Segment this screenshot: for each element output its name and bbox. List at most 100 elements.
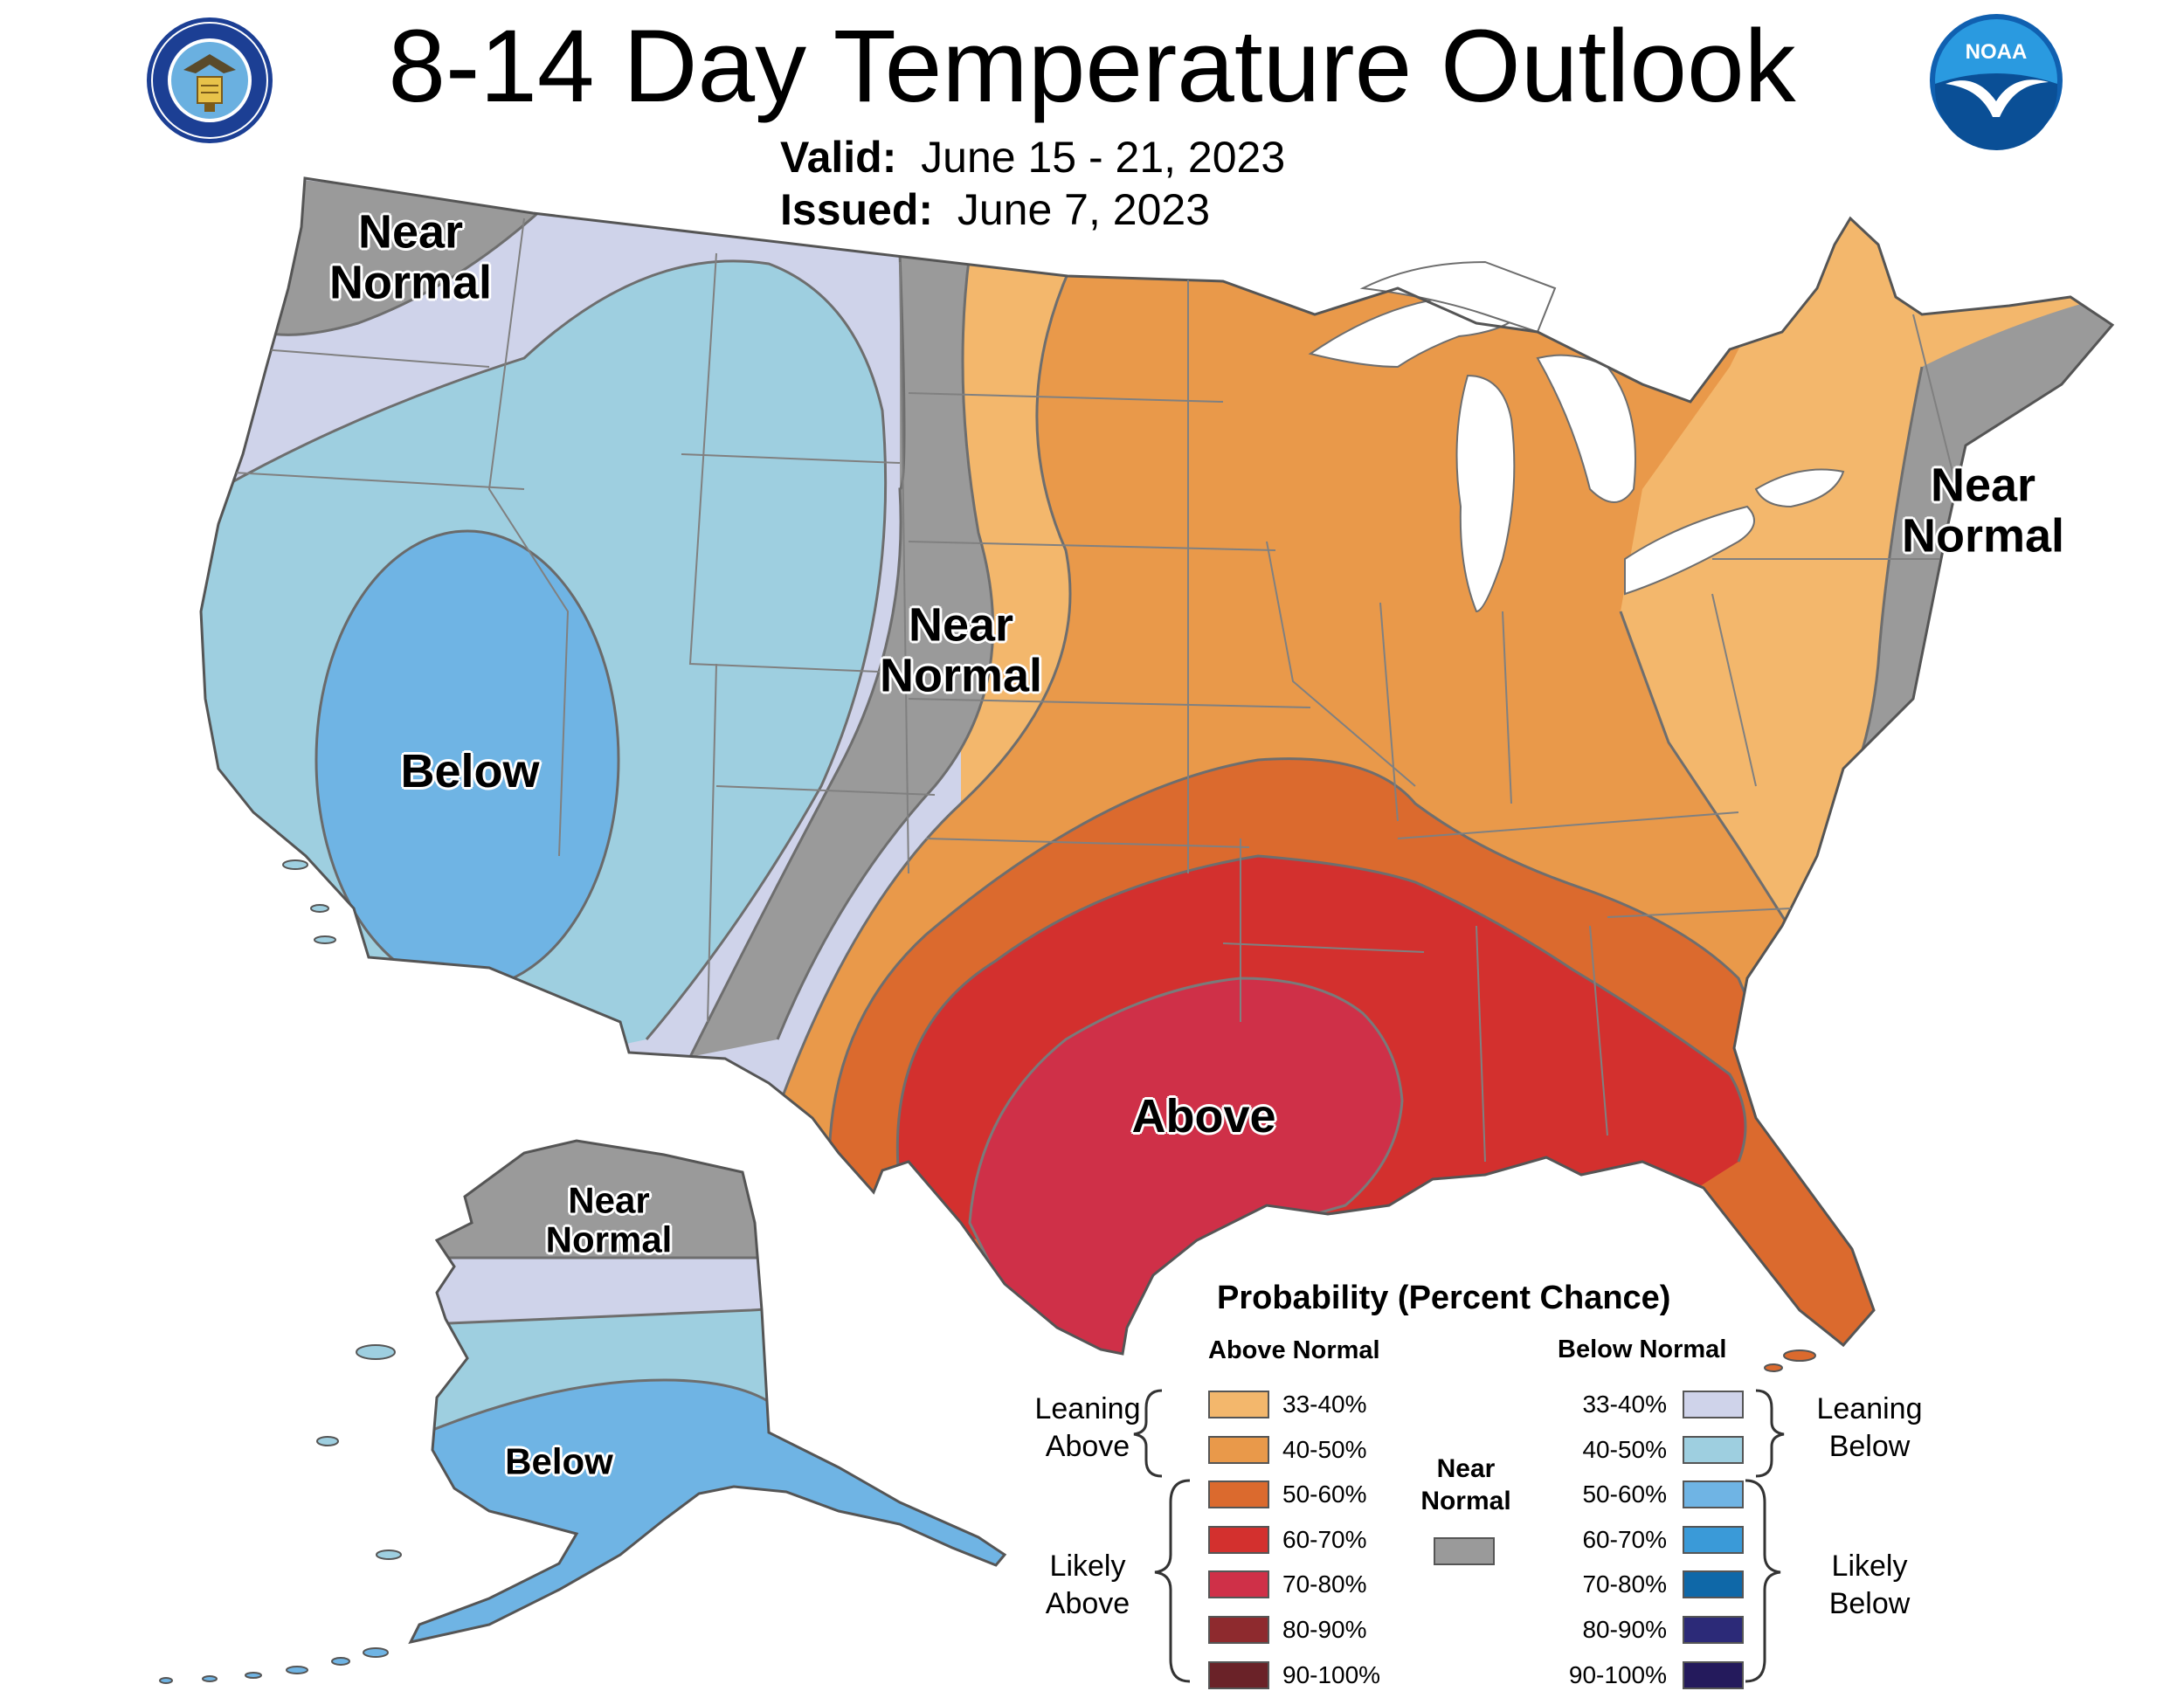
legend-likely-below: Likely Below: [1828, 1550, 1911, 1620]
aleutian-islands: [159, 1647, 389, 1684]
upper-peninsula-water: [1359, 260, 1557, 334]
legend-below-label: 80-90%: [1582, 1616, 1667, 1643]
island: [376, 1550, 402, 1560]
brace-likely-below: [1745, 1479, 1781, 1683]
state-border: [1397, 811, 1739, 839]
state-border: [261, 349, 490, 368]
brace-leaning-above: [1133, 1389, 1163, 1478]
pacific-islands: [282, 859, 336, 944]
state-border: [218, 471, 525, 490]
legend-near-normal-swatch: [1434, 1537, 1495, 1565]
label-near-normal-pacnw: Near Normal: [328, 205, 493, 309]
legend-braces: [1133, 1389, 1785, 1683]
state-border: [1589, 925, 1608, 1136]
island: [202, 1675, 218, 1682]
legend-above-label: 40-50%: [1282, 1435, 1367, 1463]
island: [159, 1677, 173, 1684]
legend-below-swatch: [1683, 1435, 1744, 1464]
legend-below-swatch: [1683, 1660, 1744, 1689]
state-border: [707, 663, 717, 1023]
legend-likely-above: Likely Above: [1045, 1550, 1130, 1620]
bering-islands: [316, 1344, 402, 1560]
legend-below-label: 40-50%: [1582, 1435, 1667, 1463]
state-border: [1607, 908, 1792, 918]
noaa-text: NOAA: [1966, 40, 2028, 64]
legend-above-label: 50-60%: [1282, 1480, 1367, 1508]
valid-label: Valid:: [780, 133, 897, 182]
boundary-plains-west: [688, 252, 906, 1058]
legend-below-label: 50-60%: [1582, 1480, 1667, 1508]
lake-erie: [1624, 505, 1755, 596]
legend-leaning-above: Leaning Above: [1034, 1392, 1141, 1463]
legend-below-label: 60-70%: [1582, 1525, 1667, 1553]
state-border: [1266, 541, 1416, 787]
label-above-south: Above: [1131, 1089, 1276, 1142]
island: [245, 1672, 262, 1679]
island: [314, 935, 336, 944]
legend-above-label: 80-90%: [1282, 1616, 1367, 1643]
legend-below-label: 70-80%: [1582, 1570, 1667, 1598]
state-border: [688, 252, 901, 673]
legend-above-label: 60-70%: [1282, 1525, 1367, 1553]
legend-below-swatch: [1683, 1525, 1744, 1554]
island: [282, 859, 308, 870]
state-border: [1502, 611, 1512, 804]
legend-below-swatch: [1683, 1391, 1744, 1418]
brace-leaning-below: [1755, 1389, 1785, 1478]
label-near-normal-alaska: Near Normal: [545, 1179, 673, 1260]
label-near-normal-northeast: Near Normal: [1901, 459, 2065, 563]
issued-line: Issued: June 7, 2023: [780, 183, 1210, 236]
boundary-plains-east: [776, 252, 995, 1040]
state-border: [908, 698, 1311, 708]
state-border: [1379, 602, 1399, 822]
coastal-islands: [1764, 1349, 1816, 1372]
state-border: [487, 217, 570, 857]
legend-above-swatch: [1208, 1480, 1269, 1509]
legend-below-swatch: [1683, 1480, 1744, 1509]
legend-above-swatch: [1208, 1391, 1269, 1418]
state-border: [925, 838, 1250, 848]
ak-boundary: [411, 1378, 788, 1469]
state-border: [715, 785, 936, 796]
lake-superior: [1308, 293, 1522, 369]
boundary-above-40: [758, 261, 1075, 1163]
island: [316, 1436, 339, 1446]
state-border: [899, 261, 909, 874]
legend-above-swatch: [1208, 1570, 1269, 1599]
valid-value: June 15 - 21, 2023: [921, 133, 1286, 182]
legend-below-swatch: [1683, 1570, 1744, 1599]
island: [356, 1344, 396, 1360]
island: [331, 1657, 350, 1666]
issued-value: June 7, 2023: [957, 185, 1210, 234]
label-below-west: Below: [400, 744, 540, 797]
island: [310, 904, 329, 913]
state-border: [1222, 942, 1425, 953]
zone-near-normal-plains: [690, 253, 993, 1057]
state-border: [1476, 925, 1486, 1163]
label-below-alaska: Below: [505, 1440, 613, 1482]
legend-title: Probability (Percent Chance): [1217, 1280, 1671, 1316]
issued-label: Issued:: [780, 185, 934, 234]
conus-outline: [199, 176, 2115, 1356]
island: [1783, 1349, 1816, 1362]
legend-above-header: Above Normal: [1208, 1336, 1380, 1364]
lake-michigan: [1455, 374, 1516, 613]
legend-near-normal: Near Normal: [1420, 1454, 1511, 1515]
state-borders: [218, 217, 1958, 1163]
label-near-normal-plains: Near Normal: [879, 598, 1043, 702]
state-border: [908, 541, 1276, 551]
seal-icon: [147, 17, 273, 143]
boundary-above-60: [895, 854, 1747, 1189]
legend-above-label: 90-100%: [1282, 1660, 1381, 1688]
island: [1764, 1363, 1783, 1372]
legend-leaning-below: Leaning Below: [1816, 1392, 1923, 1463]
island: [363, 1647, 389, 1658]
legend-above-swatch: [1208, 1435, 1269, 1464]
brace-likely-above: [1154, 1479, 1191, 1683]
state-border: [681, 453, 901, 464]
legend-above-swatch: [1208, 1525, 1269, 1554]
legend-below-label: 90-100%: [1568, 1660, 1667, 1688]
legend-below-swatch: [1683, 1616, 1744, 1644]
boundary-west-below: [201, 259, 888, 1040]
